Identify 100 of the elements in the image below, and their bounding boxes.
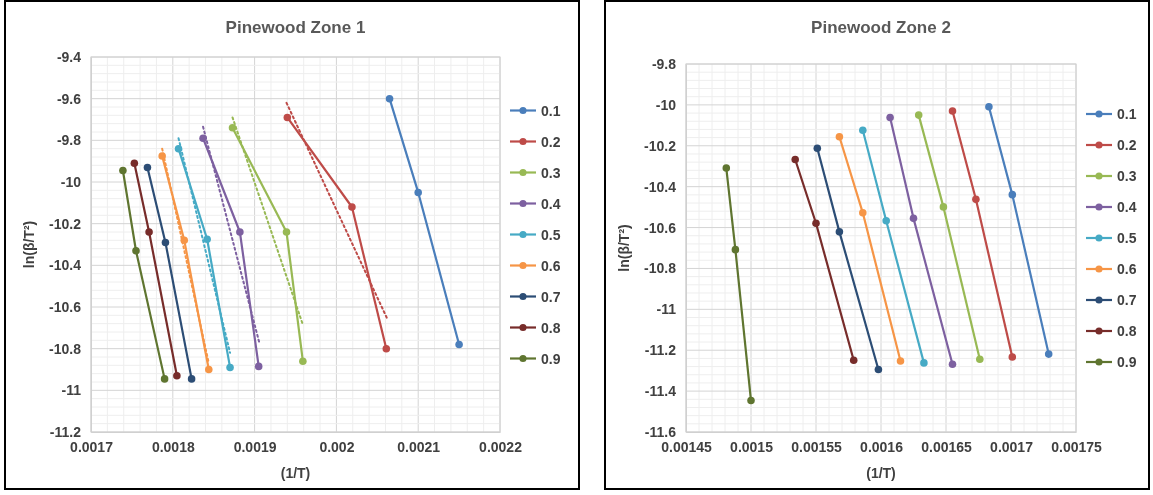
point — [882, 217, 890, 225]
point — [909, 214, 918, 223]
point — [254, 362, 263, 371]
point — [130, 159, 139, 168]
x-tick-label: 0.0016 — [860, 438, 904, 455]
y-tick-label: -9.8 — [56, 132, 82, 149]
legend-label: 0.2 — [1117, 137, 1137, 153]
x-axis-title: (1/T) — [866, 465, 896, 481]
y-tick-label: -10.6 — [644, 219, 677, 236]
x-tick-label: 0.00145 — [661, 438, 713, 455]
point — [1008, 353, 1017, 361]
point — [813, 144, 822, 153]
point — [722, 164, 731, 172]
x-tick-label: 0.0019 — [233, 438, 277, 455]
point — [236, 228, 244, 236]
point — [1044, 350, 1053, 358]
point — [160, 375, 169, 383]
point — [939, 203, 948, 211]
x-tick-label: 0.002 — [319, 438, 355, 455]
point — [791, 155, 799, 164]
point — [874, 365, 883, 374]
point — [747, 396, 755, 405]
x-tick-label: 0.0021 — [397, 438, 441, 455]
chart-title: Pinewood Zone 1 — [225, 18, 366, 37]
y-axis-title: ln(β/T²) — [616, 224, 632, 272]
point — [849, 356, 858, 365]
x-axis-title: (1/T) — [280, 465, 311, 481]
point — [385, 94, 394, 103]
legend-label: 0.7 — [1117, 292, 1137, 308]
point — [896, 357, 905, 365]
point — [976, 355, 984, 363]
x-tick-label: 0.0017 — [70, 438, 114, 455]
point — [972, 195, 980, 204]
legend-label: 0.3 — [1117, 168, 1137, 184]
y-tick-label: -11 — [61, 382, 82, 399]
y-tick-label: -10.6 — [49, 298, 82, 315]
y-tick-label: -10.2 — [49, 215, 82, 232]
point — [203, 235, 211, 244]
y-tick-label: -9.8 — [651, 55, 677, 72]
point — [382, 344, 391, 353]
point — [119, 166, 127, 175]
point — [985, 102, 993, 111]
point — [282, 228, 291, 236]
x-tick-label: 0.00155 — [791, 438, 843, 455]
y-tick-label: -9.4 — [56, 48, 82, 65]
point — [158, 152, 166, 160]
point — [731, 245, 740, 254]
legend-label: 0.5 — [1117, 230, 1137, 246]
point — [455, 340, 463, 349]
point — [835, 228, 844, 236]
point — [145, 228, 153, 236]
point — [161, 238, 170, 247]
point — [180, 236, 189, 245]
point — [812, 219, 820, 228]
legend-label: 0.9 — [541, 350, 561, 367]
point — [414, 188, 422, 197]
y-tick-label: -10.4 — [644, 178, 677, 195]
point — [228, 124, 237, 132]
point — [948, 360, 957, 369]
point — [348, 203, 356, 211]
point — [187, 375, 196, 383]
point — [199, 134, 207, 143]
y-tick-label: -11.2 — [644, 342, 677, 359]
y-tick-label: -11.2 — [49, 423, 82, 440]
x-tick-label: 0.00165 — [921, 438, 973, 455]
x-tick-label: 0.0018 — [151, 438, 195, 455]
legend-label: 0.1 — [1117, 106, 1137, 122]
point — [226, 363, 234, 372]
point — [948, 107, 957, 115]
legend-label: 0.7 — [541, 288, 561, 305]
y-axis-title: ln(β/T²) — [21, 220, 37, 269]
x-tick-label: 0.0022 — [479, 438, 523, 455]
legend-label: 0.8 — [1117, 323, 1137, 339]
point — [205, 365, 213, 374]
legend-label: 0.8 — [541, 319, 561, 336]
y-tick-label: -10 — [655, 96, 677, 113]
point — [920, 359, 928, 367]
y-tick-label: -10 — [60, 173, 82, 190]
y-tick-label: -10.2 — [644, 137, 677, 154]
x-tick-label: 0.0015 — [730, 438, 774, 455]
legend-label: 0.6 — [541, 257, 561, 274]
point — [173, 371, 181, 380]
point — [1008, 190, 1017, 199]
legend-label: 0.9 — [1117, 354, 1137, 370]
point — [299, 357, 307, 365]
point — [859, 209, 867, 217]
point — [283, 113, 292, 122]
legend-label: 0.1 — [541, 102, 561, 119]
legend-label: 0.4 — [541, 195, 561, 212]
y-tick-label: -10.8 — [49, 340, 82, 357]
y-tick-label: -10.8 — [644, 260, 677, 277]
point — [174, 144, 183, 153]
y-tick-label: -10.4 — [49, 257, 82, 274]
legend-label: 0.5 — [541, 226, 561, 243]
chart-title: Pinewood Zone 2 — [811, 18, 951, 37]
x-tick-label: 0.0017 — [990, 438, 1034, 455]
legend-label: 0.2 — [541, 133, 561, 150]
point — [132, 246, 140, 255]
y-tick-label: -9.6 — [56, 90, 82, 107]
point — [914, 111, 923, 119]
